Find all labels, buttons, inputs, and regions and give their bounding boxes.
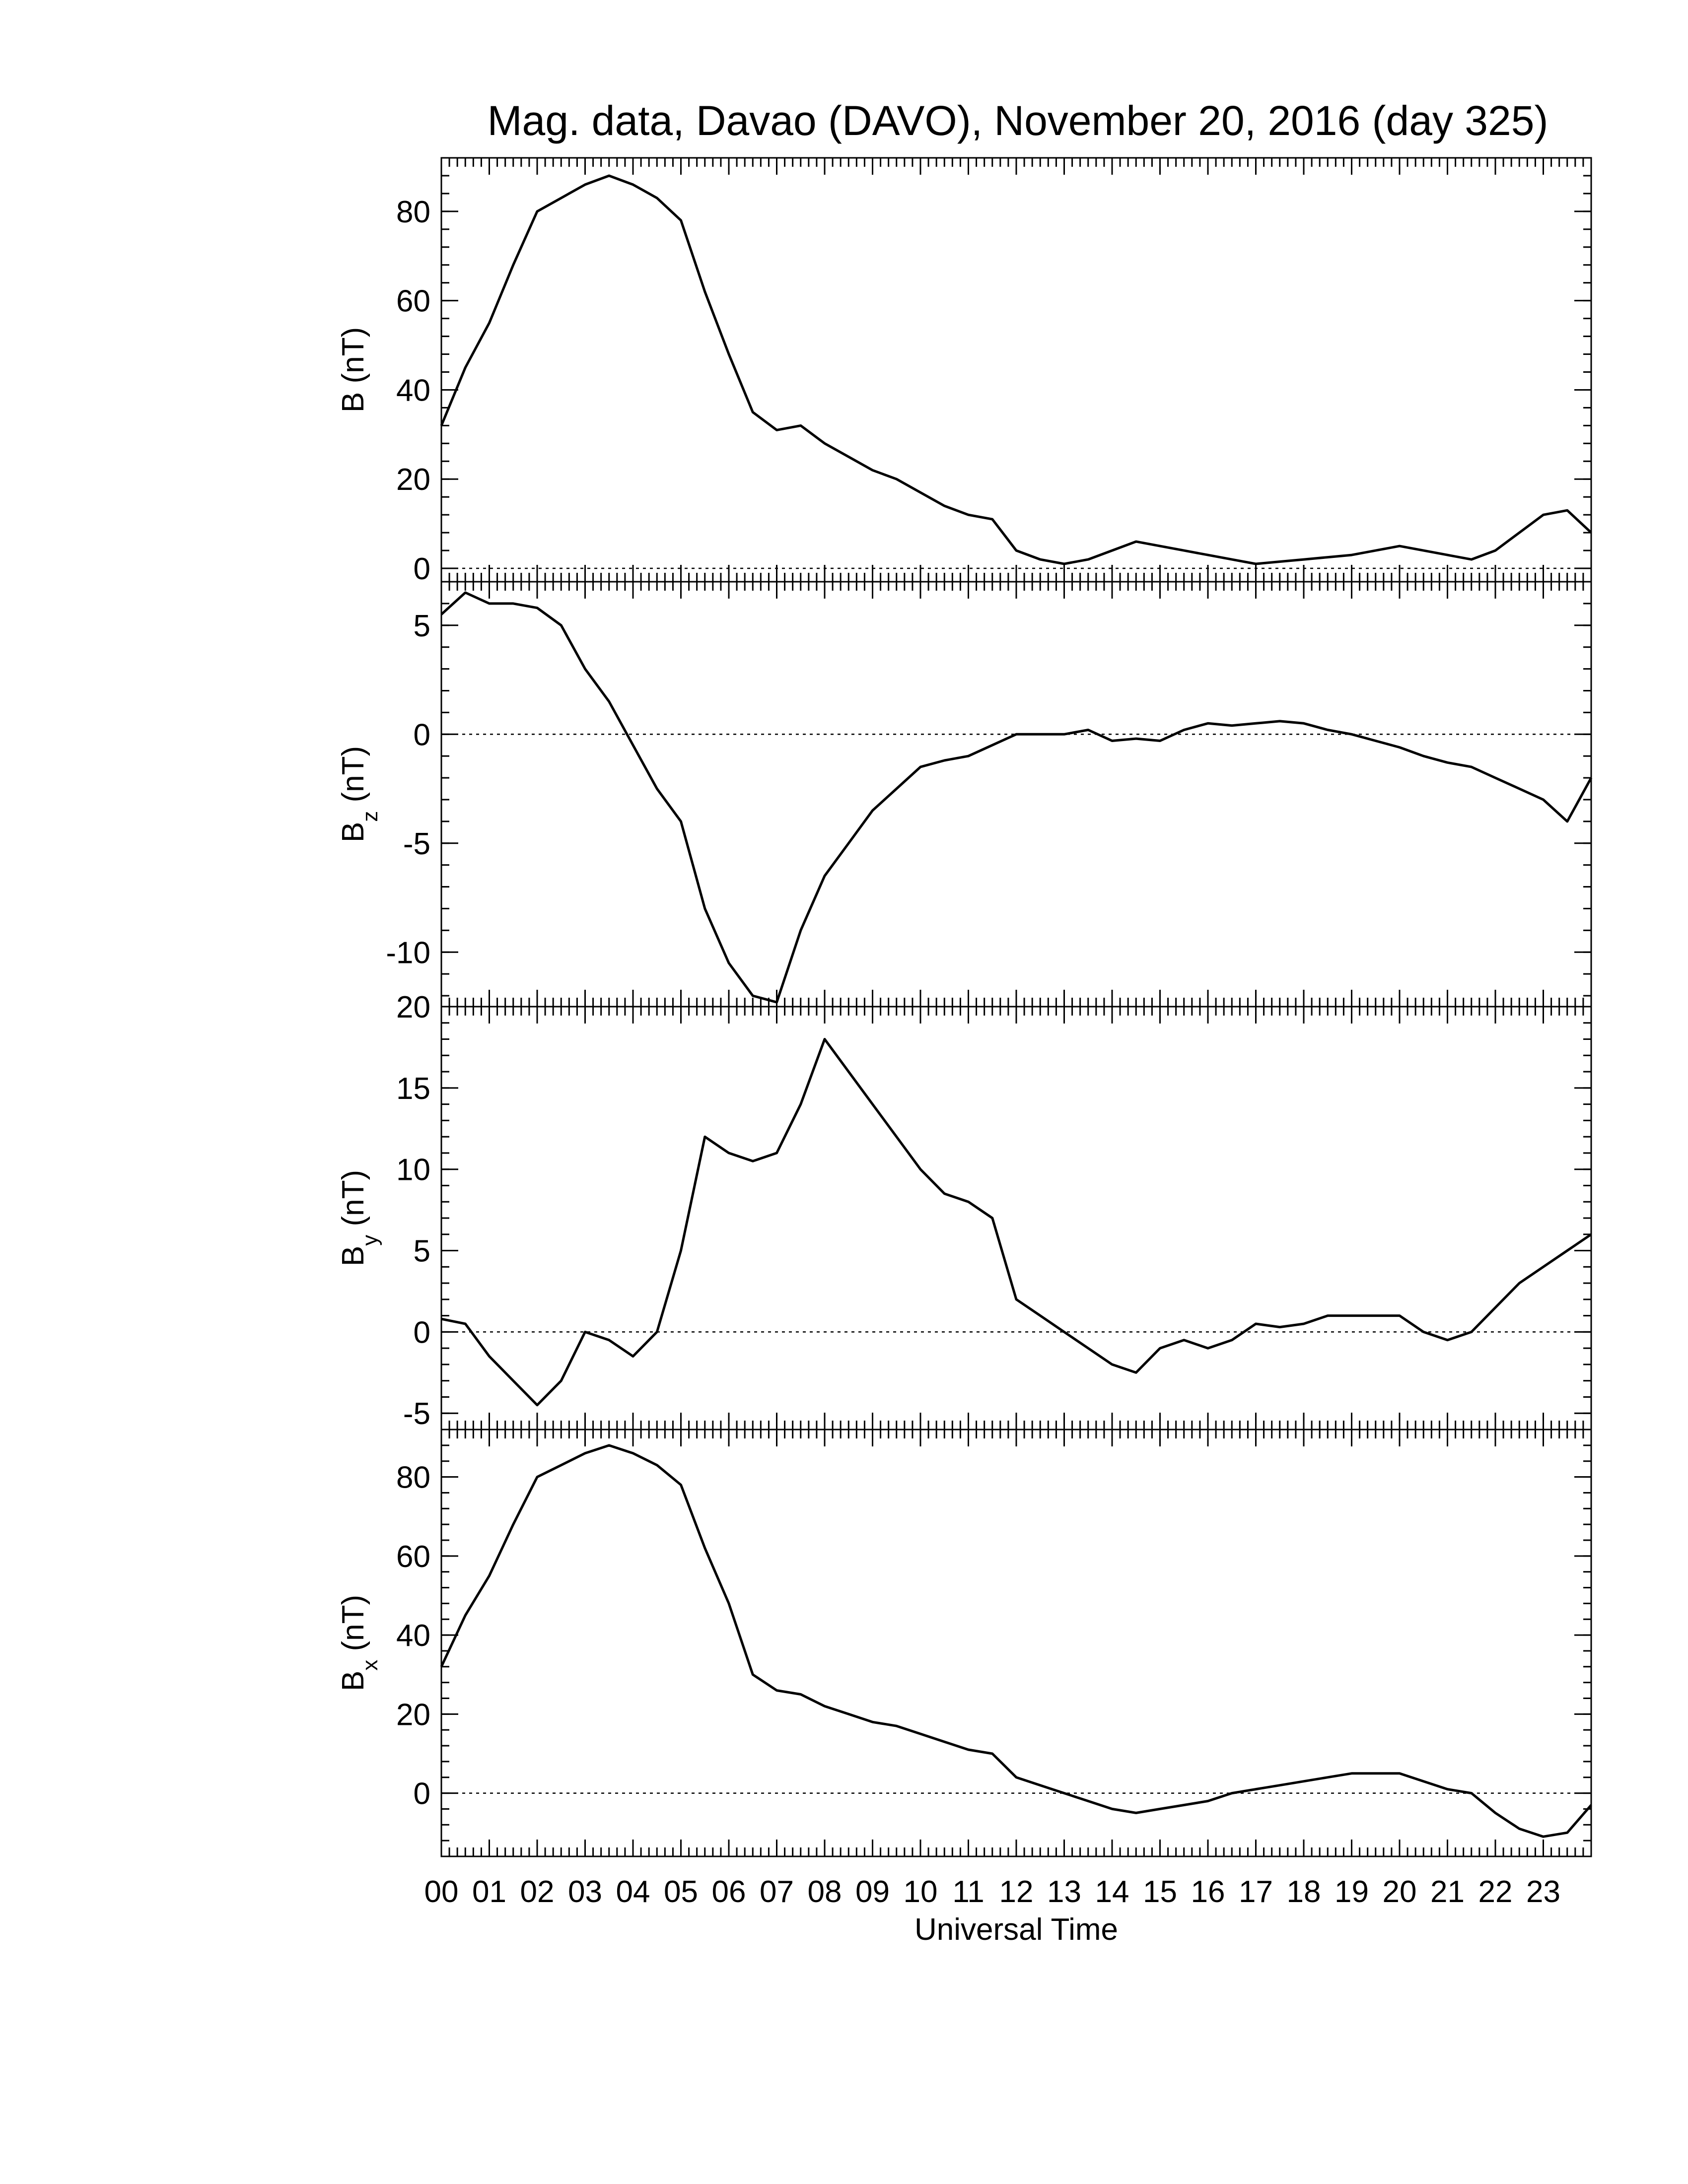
x-axis-tick-labels: 00 01 02 03 04 05 06 07 08 09 10 11 12 13 14 15 16 17 18 19… [424, 1875, 1560, 1909]
plot-frame [440, 1429, 1592, 1857]
x-tick-label: 22 [1478, 1875, 1513, 1909]
y-tick-label: 0 [414, 1315, 430, 1350]
series-line [440, 591, 1593, 1004]
plot-frame [440, 1006, 1592, 1431]
panel-2: -10 -5 0 5 Bz (nT) [336, 581, 1593, 1008]
x-tick-label: 18 [1287, 1875, 1321, 1909]
y-axis-label-unit: (nT) [336, 1170, 370, 1235]
y-axis-label-subscript: x [358, 1660, 382, 1671]
x-tick-label: 20 [1383, 1875, 1417, 1909]
y-tick-label: -10 [386, 936, 430, 970]
y-axis-label: Bz (nT) [336, 746, 382, 842]
y-tick-label: 20 [396, 990, 430, 1024]
panel-1: 0 20 40 60 80 B (nT) [336, 157, 1592, 586]
y-axis-label-base: B [336, 392, 370, 412]
panel-4: 0 20 40 60 80 Bx (nT) [336, 1429, 1592, 1857]
x-tick-label: 13 [1047, 1875, 1081, 1909]
y-axis-label-base: B [336, 1246, 370, 1266]
y-tick-label: 20 [396, 1698, 430, 1732]
y-axis-label: B (nT) [336, 327, 370, 412]
y-axis-label-unit: (nT) [336, 327, 370, 392]
y-axis-label-base: B [336, 822, 370, 842]
x-tick-label: 14 [1095, 1875, 1129, 1909]
y-axis-label-unit: (nT) [336, 1595, 370, 1660]
series-line [440, 1444, 1592, 1838]
y-tick-label: 20 [396, 463, 430, 497]
x-tick-label: 01 [472, 1875, 506, 1909]
x-tick-label: 05 [664, 1875, 698, 1909]
x-tick-label: 12 [999, 1875, 1034, 1909]
x-tick-label: 09 [855, 1875, 890, 1909]
x-tick-label: 10 [904, 1875, 938, 1909]
chart-title: Mag. data, Davao (DAVO), November 20, 20… [488, 97, 1548, 144]
x-tick-label: 02 [520, 1875, 555, 1909]
x-tick-label: 00 [424, 1875, 459, 1909]
y-tick-label: 15 [396, 1072, 430, 1106]
y-tick-label: 5 [414, 609, 430, 643]
y-tick-label: 0 [414, 552, 430, 586]
x-tick-label: 07 [760, 1875, 794, 1909]
x-tick-label: 03 [568, 1875, 602, 1909]
y-axis-label-unit: (nT) [336, 746, 370, 811]
y-axis-label-base: B [336, 1671, 370, 1691]
series-line [440, 174, 1592, 565]
y-tick-label: 40 [396, 1619, 430, 1653]
x-tick-label: 15 [1143, 1875, 1177, 1909]
x-tick-label: 23 [1526, 1875, 1560, 1909]
panels: 0 20 40 60 80 B (nT) -10 -5 0 5 Bz (nT) -5 0 5 10 15 20 B… [336, 157, 1593, 1857]
x-tick-label: 04 [616, 1875, 650, 1909]
x-tick-label: 06 [712, 1875, 746, 1909]
y-tick-label: 10 [396, 1153, 430, 1187]
x-tick-label: 17 [1239, 1875, 1273, 1909]
plot-frame [440, 581, 1592, 1008]
y-tick-label: 80 [396, 1461, 430, 1495]
y-axis-label: By (nT) [336, 1170, 382, 1266]
y-tick-label: 60 [396, 284, 430, 319]
series-line [441, 1038, 1592, 1407]
panel-3: -5 0 5 10 15 20 By (nT) [336, 990, 1592, 1431]
y-tick-label: -5 [403, 827, 430, 861]
y-tick-label: 60 [396, 1540, 430, 1574]
y-tick-label: 40 [396, 373, 430, 408]
y-tick-label: 0 [414, 718, 430, 752]
x-axis-label: Universal Time [914, 1912, 1118, 1947]
x-tick-label: 08 [808, 1875, 842, 1909]
x-tick-label: 16 [1191, 1875, 1225, 1909]
y-tick-label: 80 [396, 195, 430, 229]
y-tick-label: 0 [414, 1777, 430, 1811]
x-tick-label: 21 [1430, 1875, 1465, 1909]
y-tick-label: 5 [414, 1234, 430, 1269]
y-axis-label: Bx (nT) [336, 1595, 382, 1691]
y-axis-label-subscript: z [358, 811, 382, 822]
y-tick-label: -5 [403, 1397, 430, 1431]
plot-frame [440, 157, 1592, 583]
x-tick-label: 11 [952, 1875, 984, 1909]
y-axis-label-subscript: y [358, 1235, 382, 1246]
x-tick-label: 19 [1335, 1875, 1369, 1909]
